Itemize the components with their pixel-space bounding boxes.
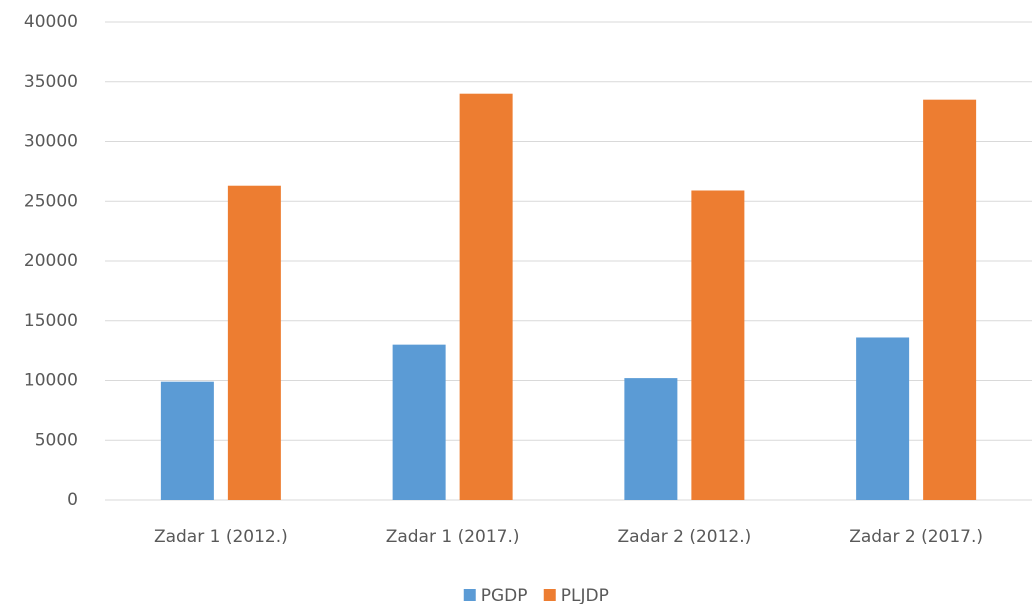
y-tick-label: 30000 (24, 132, 78, 152)
legend-swatch (463, 589, 476, 601)
bar (691, 190, 745, 500)
y-tick-label: 10000 (24, 371, 78, 391)
y-tick-label: 35000 (24, 72, 78, 92)
legend-label: PGDP (481, 586, 528, 604)
y-tick-label: 15000 (24, 311, 78, 331)
y-tick-label: 0 (67, 490, 78, 510)
legend-swatch (543, 589, 556, 601)
bar (227, 185, 281, 500)
y-tick-label: 40000 (24, 12, 78, 32)
bar (624, 378, 678, 500)
y-tick-label: 20000 (24, 251, 78, 271)
bar (459, 93, 513, 500)
y-tick-label: 25000 (24, 191, 78, 211)
bar (160, 381, 214, 500)
x-tick-label: Zadar 2 (2017.) (849, 527, 983, 547)
legend-label: PLJDP (561, 586, 609, 604)
x-tick-label: Zadar 2 (2012.) (617, 527, 751, 547)
x-tick-label: Zadar 1 (2012.) (154, 527, 288, 547)
x-tick-label: Zadar 1 (2017.) (386, 527, 520, 547)
bar (392, 344, 446, 500)
y-tick-label: 5000 (35, 430, 78, 450)
bar (856, 337, 910, 500)
bar (923, 99, 977, 501)
